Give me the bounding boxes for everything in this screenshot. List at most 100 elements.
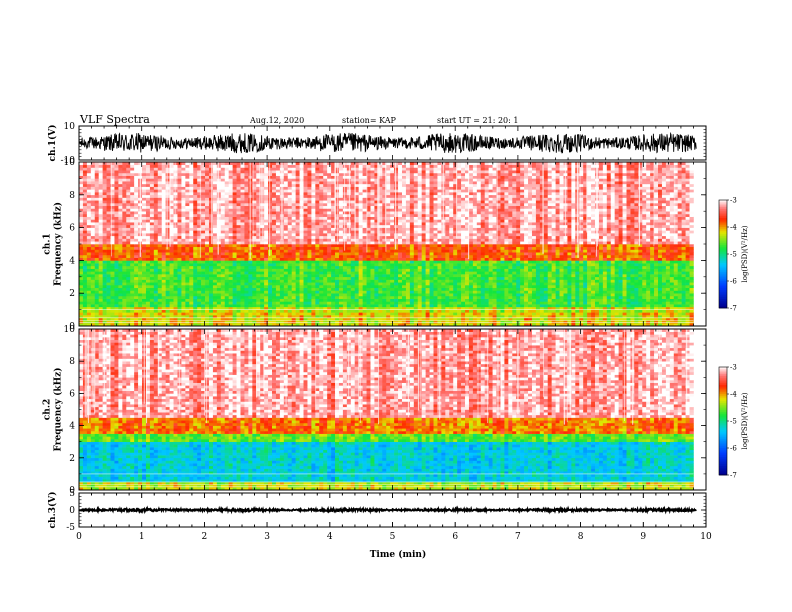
ch1-spectrogram-cell	[335, 301, 339, 304]
ch1-spectrogram-cell	[512, 285, 516, 288]
ch1-spectrogram-cell	[378, 285, 382, 288]
ch1-spectrogram-cell	[437, 301, 441, 304]
ch1-spectrogram-cell	[209, 288, 213, 291]
ch1-spectrogram-cell	[430, 301, 434, 304]
ch1-spectrogram-cell	[217, 271, 221, 274]
ch1-spectrogram-cell	[599, 255, 603, 258]
ch1-spectrogram-cell	[575, 266, 579, 269]
ch1-spectrogram-cell	[650, 260, 654, 263]
ch1-spectrogram-cell	[634, 269, 638, 272]
ch1-spectrogram-cell	[355, 255, 359, 258]
ch1-spectrogram-cell	[240, 285, 244, 288]
ch1-spectrogram-cell	[497, 301, 501, 304]
start-time-label: start UT = 21: 20: 1	[437, 116, 518, 125]
ch1-spectrogram-cell	[142, 285, 146, 288]
ch1-spectrogram-cell	[662, 290, 666, 293]
ch1-spectrogram-cell	[473, 301, 477, 304]
ch1-spectrogram-cell	[650, 280, 654, 283]
ch1-spectrogram-cell	[378, 299, 382, 302]
ch1-spectrogram-cell	[595, 274, 599, 277]
ch1-spectrogram-cell	[615, 263, 619, 266]
ch1-spectrogram-cell	[197, 299, 201, 302]
ch1-spectrogram-cell	[288, 321, 292, 324]
ch1-spectrogram-cell	[304, 258, 308, 261]
ch1-spectrogram-cell	[252, 321, 256, 324]
ch1-spectrogram-cell	[323, 269, 327, 272]
ch1-spectrogram-cell	[563, 290, 567, 293]
ch1-spectrogram-cell	[209, 269, 213, 272]
ch1-spectrogram-cell	[690, 271, 694, 274]
ch1-spectrogram-cell	[477, 321, 481, 324]
ch1-spectrogram-cell	[575, 274, 579, 277]
ch1-spectrogram-cell	[497, 277, 501, 280]
ch1-spectrogram-cell	[406, 310, 410, 313]
ch1-spectrogram-cell	[430, 271, 434, 274]
ch1-spectrogram-cell	[111, 269, 115, 272]
ch1-spectrogram-cell	[410, 274, 414, 277]
ch1-waveform-ylabel: ch.1(V)	[47, 125, 58, 162]
ch1-spectrogram-cell	[512, 310, 516, 313]
ch1-spectrogram-cell	[87, 255, 91, 258]
ch1-spectrogram-cell	[623, 266, 627, 269]
ch1-spectrogram-cell	[457, 255, 461, 258]
ch1-spectrogram-cell	[374, 288, 378, 291]
ch1-spectrogram-cell	[437, 274, 441, 277]
ch1-spectrogram-cell	[244, 288, 248, 291]
ch1-spectrogram-cell	[170, 282, 174, 285]
ch1-spectrogram-cell	[544, 293, 548, 296]
ch1-spectrogram-cell	[386, 269, 390, 272]
ch1-spectrogram-cell	[370, 310, 374, 313]
ch1-spectrogram-cell	[158, 321, 162, 324]
ch1-spectrogram-cell	[567, 301, 571, 304]
ch1-spectrogram-cell	[599, 310, 603, 313]
ch1-spectrogram-cell	[500, 321, 504, 324]
ch1-spectrogram-cell	[79, 280, 83, 283]
ch1-spectrogram-cell	[520, 312, 524, 315]
ch1-spectrogram-cell	[489, 301, 493, 304]
ch1-spectrogram-cell	[130, 280, 134, 283]
ch1-spectrogram-cell	[201, 310, 205, 313]
ch1-spectrogram-cell	[583, 258, 587, 261]
ch1-spectrogram-cell	[630, 301, 634, 304]
ch1-spectrogram-cell	[343, 277, 347, 280]
ch1-spectrogram-cell	[185, 293, 189, 296]
ch1-spectrogram-cell	[587, 282, 591, 285]
ch1-spectrogram-cell	[233, 255, 237, 258]
ch1-spectrogram-cell	[378, 274, 382, 277]
ch1-spectrogram-cell	[536, 258, 540, 261]
ch1-spectrogram-cell	[118, 288, 122, 291]
ch1-spectrogram-cell	[642, 312, 646, 315]
ch1-spectrogram-cell	[544, 269, 548, 272]
ch1-spectrogram-cell	[79, 293, 83, 296]
ch1-spectrogram-cell	[473, 299, 477, 302]
ch1-spectrogram-cell	[623, 255, 627, 258]
ch1-spectrogram-cell	[642, 293, 646, 296]
ch1-spectrogram-cell	[347, 274, 351, 277]
ch1-spectrogram-cell	[83, 299, 87, 302]
ch1-spectrogram-cell	[654, 301, 658, 304]
ch1-spectrogram-cell	[284, 258, 288, 261]
ch1-spectrogram-cell	[130, 266, 134, 269]
ch1-spectrogram-cell	[99, 266, 103, 269]
ch1-spectrogram-cell	[410, 288, 414, 291]
ch1-spectrogram-cell	[686, 274, 690, 277]
ch1-spectrogram-cell	[300, 263, 304, 266]
ch1-spectrogram-cell	[386, 299, 390, 302]
ch1-spectrogram-cell	[166, 321, 170, 324]
ch1-spectrogram-cell	[237, 296, 241, 299]
ch1-spectrogram-cell	[217, 312, 221, 315]
ch1-spectrogram-cell	[174, 280, 178, 283]
ch1-spectrogram-cell	[414, 321, 418, 324]
ch1-spectrogram-cell	[642, 299, 646, 302]
ch1-spectrogram-cell	[481, 290, 485, 293]
ch1-spectrogram-cell	[611, 304, 615, 307]
ch1-spectrogram-cell	[540, 255, 544, 258]
ch1-spectrogram-cell	[430, 290, 434, 293]
ch1-spectrogram-cell	[319, 277, 323, 280]
ch1-spectrogram-cell	[359, 271, 363, 274]
ch1-spectrogram-cell	[272, 255, 276, 258]
ch1-spectrogram-cell	[552, 310, 556, 313]
ch1-spectrogram-cell	[292, 277, 296, 280]
ch1-spectrogram-cell	[418, 312, 422, 315]
ch1-spectrogram-cell	[497, 266, 501, 269]
